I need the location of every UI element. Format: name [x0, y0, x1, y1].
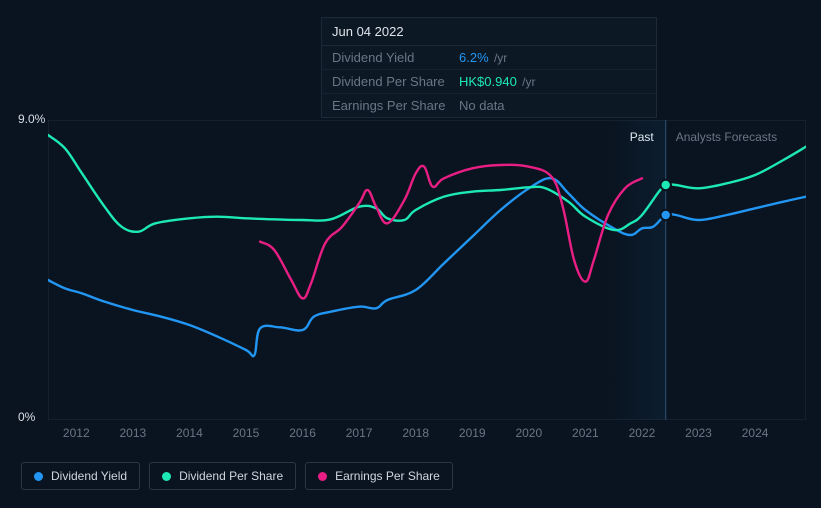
tooltip-row: Dividend Yield 6.2% /yr [322, 46, 656, 70]
x-tick-label: 2019 [454, 426, 490, 440]
tooltip-metric-label: Earnings Per Share [332, 98, 447, 113]
legend-label: Earnings Per Share [335, 469, 440, 483]
tooltip-row: Earnings Per Share No data [322, 94, 656, 117]
tooltip-metric-value: 6.2% /yr [459, 50, 507, 65]
tooltip-metric-value: HK$0.940 /yr [459, 74, 536, 89]
legend-item-dividend-yield[interactable]: Dividend Yield [21, 462, 140, 490]
x-axis-labels: 2012 2013 2014 2015 2016 2017 2018 2019 2020 2021… [48, 426, 806, 448]
series-dividend-per-share [48, 135, 806, 232]
x-tick-label: 2023 [681, 426, 717, 440]
legend-dot-icon [162, 472, 171, 481]
tooltip-metric-label: Dividend Per Share [332, 74, 447, 89]
x-tick-label: 2012 [58, 426, 94, 440]
tooltip-metric-label: Dividend Yield [332, 50, 447, 65]
x-tick-label: 2014 [171, 426, 207, 440]
tooltip-row: Dividend Per Share HK$0.940 /yr [322, 70, 656, 94]
chart-legend: Dividend Yield Dividend Per Share Earnings… [21, 462, 453, 490]
x-tick-label: 2018 [398, 426, 434, 440]
chart-tooltip: Jun 04 2022 Dividend Yield6.2% /yrDivide… [321, 17, 657, 118]
legend-dot-icon [34, 472, 43, 481]
y-axis-max: 9.0% [18, 112, 45, 126]
x-tick-label: 2021 [567, 426, 603, 440]
tooltip-metric-value: No data [459, 98, 505, 113]
x-tick-label: 2016 [285, 426, 321, 440]
x-tick-label: 2020 [511, 426, 547, 440]
legend-dot-icon [318, 472, 327, 481]
x-tick-label: 2015 [228, 426, 264, 440]
line-chart[interactable] [48, 120, 806, 420]
tooltip-date: Jun 04 2022 [322, 18, 656, 46]
y-axis-min: 0% [18, 410, 35, 424]
x-tick-label: 2024 [737, 426, 773, 440]
chart-container: 9.0% 0% Past Analysts Forecasts 20122013… [18, 108, 806, 448]
x-tick-label: 2022 [624, 426, 660, 440]
legend-item-dividend-per-share[interactable]: Dividend Per Share [149, 462, 296, 490]
x-tick-label: 2017 [341, 426, 377, 440]
tooltip-metric-unit: /yr [519, 75, 536, 89]
legend-label: Dividend Yield [51, 469, 127, 483]
legend-label: Dividend Per Share [179, 469, 283, 483]
series-earnings-per-share [260, 165, 642, 299]
x-tick-label: 2013 [115, 426, 151, 440]
tooltip-metric-unit: /yr [491, 51, 508, 65]
legend-item-earnings-per-share[interactable]: Earnings Per Share [305, 462, 453, 490]
